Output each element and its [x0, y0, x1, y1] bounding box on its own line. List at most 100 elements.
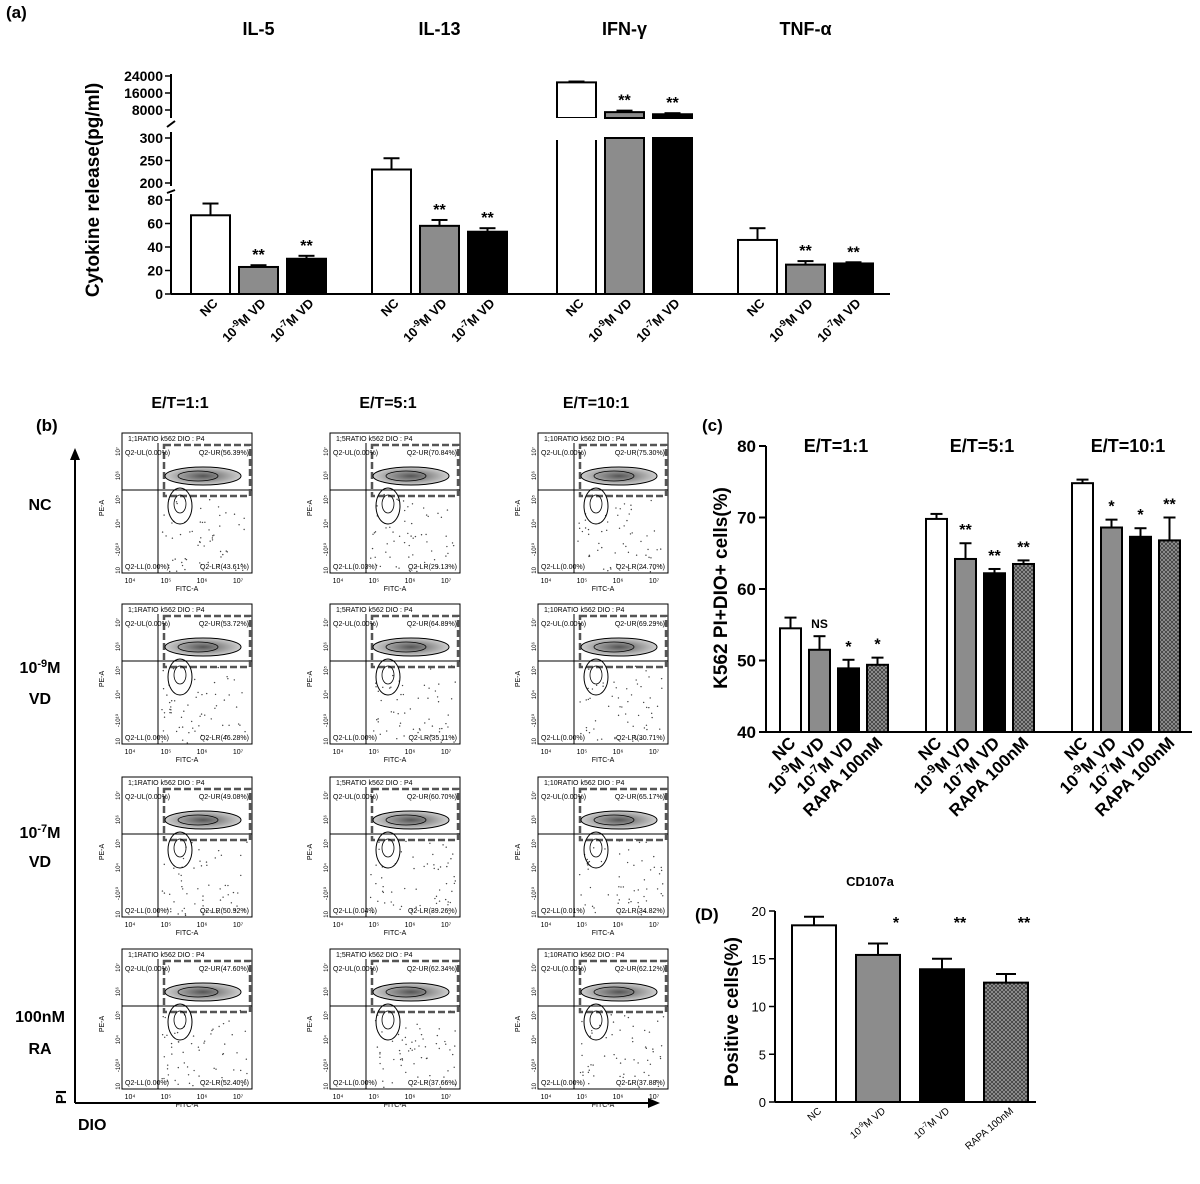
b-event-dot: [640, 685, 642, 688]
b-density-upper: [372, 810, 450, 830]
b-event-dot: [162, 688, 165, 690]
b-event-dot: [379, 565, 382, 568]
b-event-dot: [405, 1043, 407, 1046]
b-event-dot: [594, 911, 596, 914]
c-sig-label: *: [1137, 507, 1144, 524]
b-x-tick: 10⁷: [233, 749, 244, 756]
b-event-dot: [409, 708, 412, 710]
b-event-dot: [630, 900, 632, 903]
b-event-dot: [643, 879, 646, 881]
b-quadrant-ll: Q2-LL(0.00%): [125, 908, 169, 915]
b-x-axis-label: FITC-A: [384, 1102, 407, 1109]
b-density-upper: [580, 810, 658, 830]
b-density-contour: [593, 814, 635, 826]
b-density-contour: [385, 470, 427, 482]
b-quadrant-lr: Q2-LR(50.92%): [200, 908, 249, 915]
b-event-dot: [217, 506, 220, 508]
d-sig-label: *: [893, 915, 900, 932]
b-event-dot: [224, 1043, 226, 1045]
b-event-dot: [404, 887, 406, 890]
b-x-tick: 10⁷: [233, 578, 244, 585]
b-event-dot: [657, 1020, 659, 1022]
b-plot-frame: [121, 948, 253, 1090]
b-x-axis-label: FITC-A: [592, 1102, 615, 1109]
b-density-upper: [580, 637, 658, 657]
b-event-dot: [603, 1055, 606, 1057]
pi-axis-arrow-icon: [70, 448, 80, 460]
b-event-dot: [241, 563, 243, 565]
b-event-dot: [164, 1016, 166, 1019]
b-event-dot: [434, 690, 437, 692]
b-event-dot: [615, 563, 618, 566]
b-event-dot: [400, 851, 403, 853]
b-x-tick: 10⁶: [197, 749, 208, 756]
b-event-dot: [409, 1047, 412, 1050]
b-event-dot: [614, 737, 616, 740]
b-event-dot: [237, 723, 240, 725]
b-y-tick: 10: [324, 910, 330, 917]
b-event-dot: [230, 902, 233, 904]
a-bar: [737, 238, 778, 295]
b-event-dot: [431, 910, 433, 912]
b-event-dot: [627, 1016, 630, 1019]
d-category-label-sup: -9: [856, 1121, 865, 1130]
b-event-dot: [633, 735, 636, 737]
b-event-dot: [163, 716, 166, 718]
b-event-dot: [623, 525, 625, 527]
b-event-dot: [410, 909, 413, 911]
b-event-dot: [202, 914, 204, 916]
b-event-dot: [657, 1085, 660, 1088]
b-column-title: E/T=5:1: [359, 395, 416, 412]
b-quadrant-lr: Q2-LR(52.40%): [200, 1080, 249, 1087]
d-bar: [855, 953, 901, 1103]
b-density-upper: [372, 637, 450, 657]
panel-b-label: (b): [36, 416, 58, 435]
b-event-dot: [226, 676, 228, 678]
a-sig-label: **: [252, 247, 265, 264]
b-event-dot: [193, 867, 195, 869]
b-column-title: E/T=1:1: [151, 395, 208, 412]
b-event-dot: [644, 1029, 646, 1032]
b-event-dot: [631, 1037, 634, 1039]
b-event-dot: [200, 537, 202, 539]
b-event-dot: [378, 848, 380, 850]
b-event-dot: [371, 547, 374, 550]
b-quadrant-ul: Q2-UL(0.00%): [333, 621, 378, 628]
b-x-tick: 10⁴: [333, 578, 344, 585]
d-category-label: 10-9M VD: [848, 1105, 888, 1141]
b-event-dot: [617, 514, 619, 517]
b-event-dot: [581, 1020, 583, 1023]
b-event-dot: [414, 535, 417, 538]
b-x-tick: 10⁶: [197, 922, 208, 929]
b-event-dot: [620, 886, 622, 888]
b-event-dot: [613, 1053, 615, 1056]
b-event-dot: [638, 911, 640, 913]
b-density-lower: [167, 831, 193, 869]
b-x-tick: 10⁵: [369, 1094, 380, 1101]
b-x-tick: 10⁶: [613, 922, 624, 929]
b-y-tick: 10⁴: [115, 863, 122, 873]
b-flow-plot: 1;5RATIO k562 DIO : P4 Q2-UL(0.00%) Q2-UR(…: [307, 432, 461, 593]
b-event-dot: [453, 666, 455, 668]
b-event-dot: [424, 722, 426, 724]
panel-d-title: CD107a: [846, 874, 894, 889]
b-event-dot: [578, 527, 581, 530]
b-event-dot: [239, 1069, 242, 1072]
b-event-dot: [228, 724, 230, 727]
b-event-dot: [593, 847, 595, 849]
a-category-label-tail: M VD: [649, 296, 683, 330]
b-event-dot: [618, 899, 620, 901]
b-event-dot: [381, 1031, 383, 1033]
b-plot-frame: [329, 948, 461, 1090]
b-y-tick: 10: [532, 737, 538, 744]
b-x-tick: 10⁶: [197, 1094, 208, 1101]
b-x-tick: 10⁵: [577, 749, 588, 756]
b-event-dot: [642, 567, 644, 569]
b-event-dot: [375, 882, 377, 885]
d-ytick-label: 5: [759, 1047, 766, 1062]
b-event-dot: [374, 531, 377, 533]
b-x-axis-label: FITC-A: [592, 757, 615, 764]
b-event-dot: [176, 1031, 179, 1034]
a-sig-label: **: [799, 243, 812, 260]
b-event-dot: [445, 535, 447, 537]
